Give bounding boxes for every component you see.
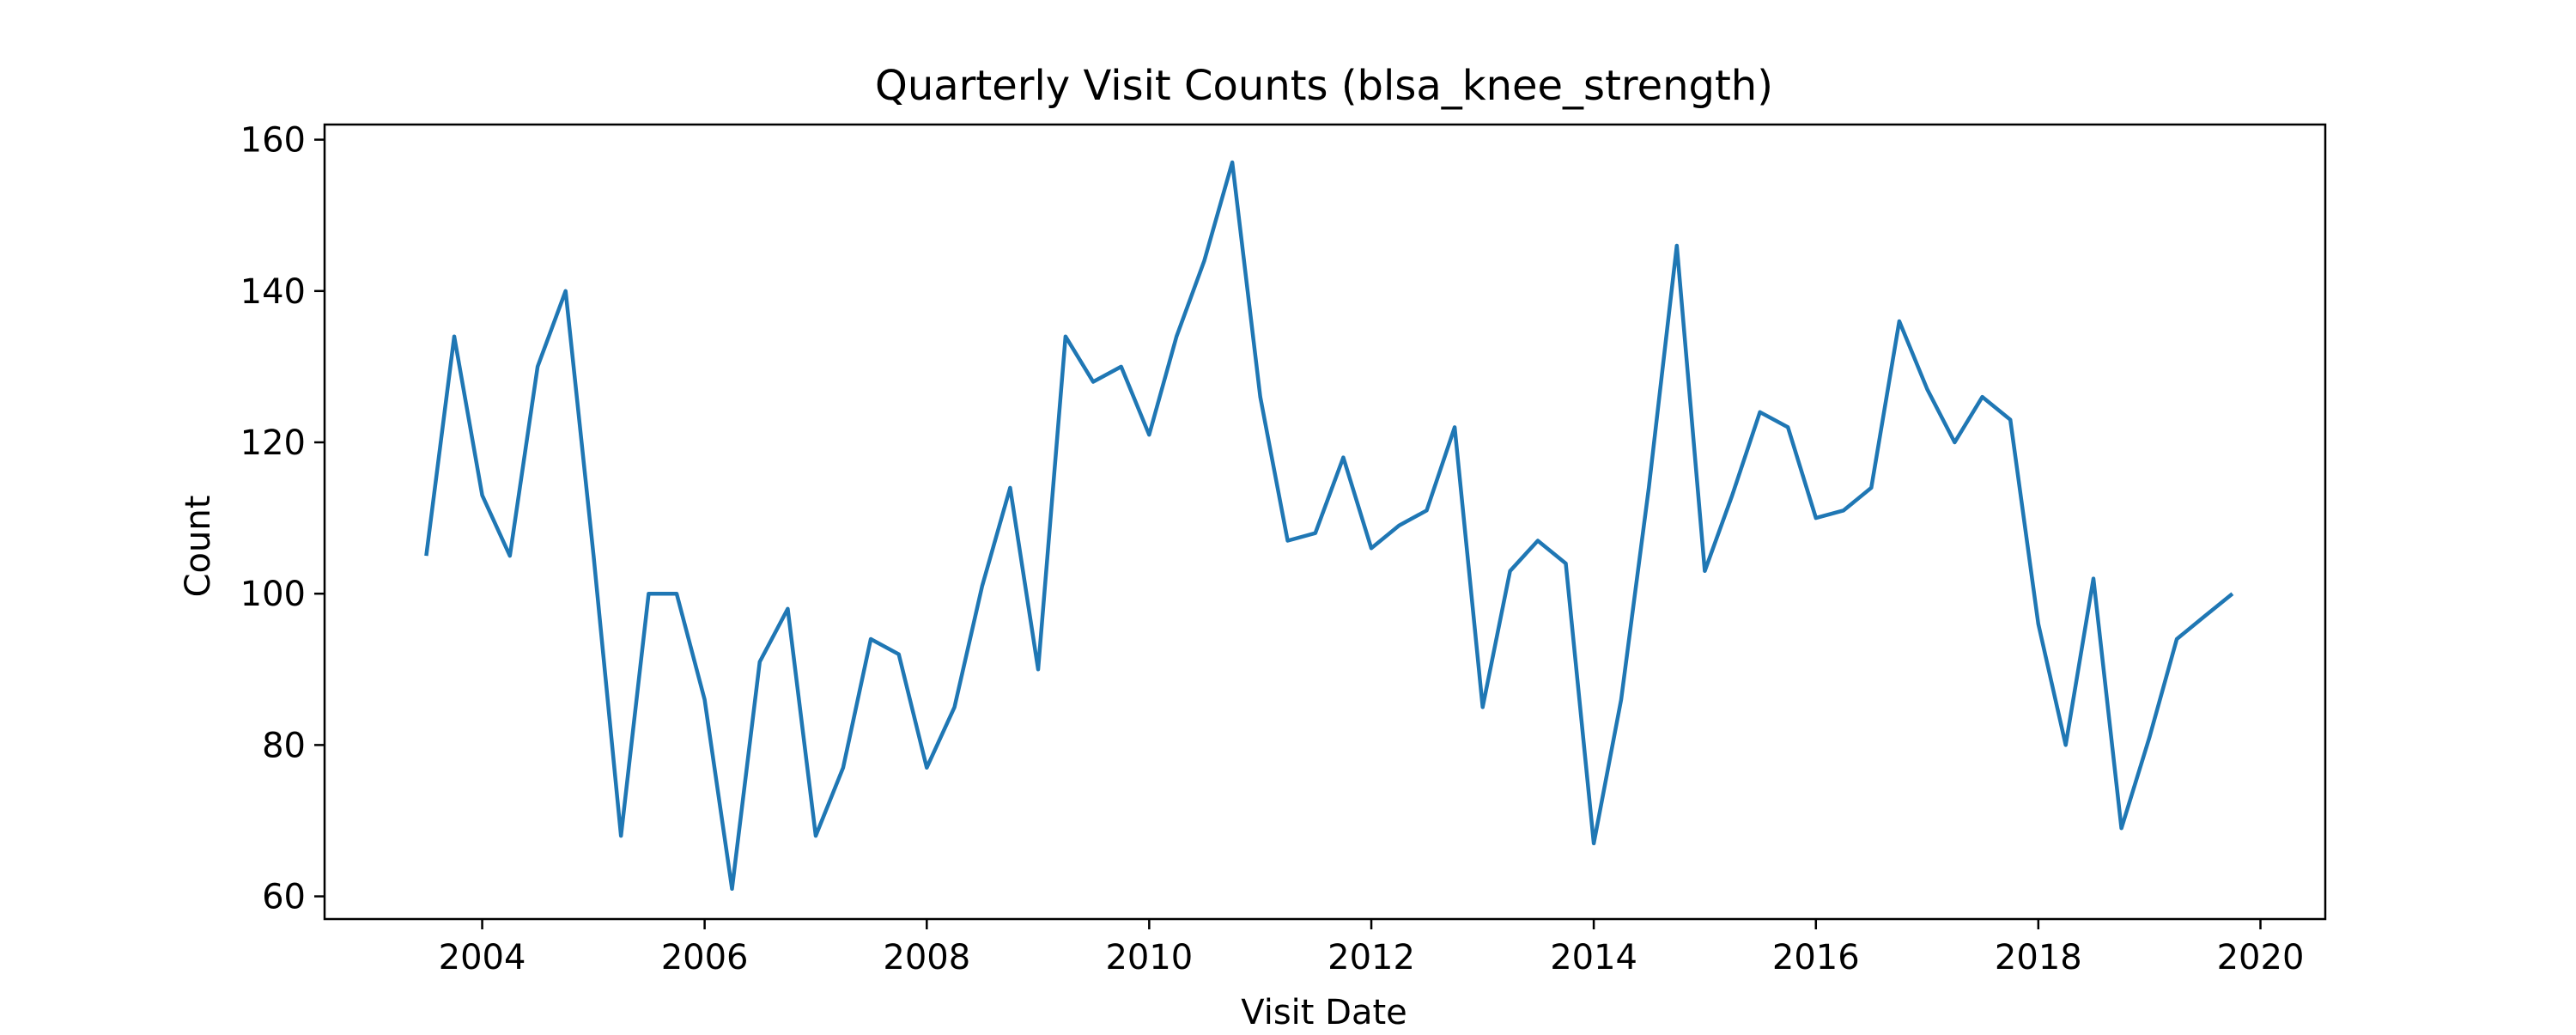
x-tick-label: 2006 <box>661 938 749 977</box>
y-axis-label: Count <box>179 496 218 598</box>
plot-area <box>424 160 2234 892</box>
x-tick-label: 2018 <box>1995 938 2082 977</box>
chart-title: Quarterly Visit Counts (blsa_knee_streng… <box>875 62 1773 110</box>
x-tick-label: 2014 <box>1550 938 1637 977</box>
x-axis-label: Visit Date <box>1241 993 1407 1031</box>
plot-frame <box>323 123 2327 921</box>
y-tick-label: 160 <box>240 121 306 161</box>
y-tick-label: 80 <box>262 726 306 765</box>
x-tick-label: 2012 <box>1327 938 1415 977</box>
y-tick-label: 60 <box>262 878 306 917</box>
series-line <box>424 160 2234 892</box>
x-tick-label: 2020 <box>2217 938 2305 977</box>
y-tick-label: 100 <box>240 575 306 614</box>
y-axis-ticks: 60 80 100 120 140 160 <box>240 121 325 917</box>
x-axis-ticks: 2004 2006 2008 2010 2012 2014 2016 2018 2020 <box>439 919 2305 977</box>
x-tick-label: 2008 <box>883 938 970 977</box>
x-tick-label: 2016 <box>1772 938 1860 977</box>
x-tick-label: 2010 <box>1105 938 1193 977</box>
y-tick-label: 140 <box>240 272 306 312</box>
x-tick-label: 2004 <box>439 938 526 977</box>
y-tick-label: 120 <box>240 423 306 463</box>
